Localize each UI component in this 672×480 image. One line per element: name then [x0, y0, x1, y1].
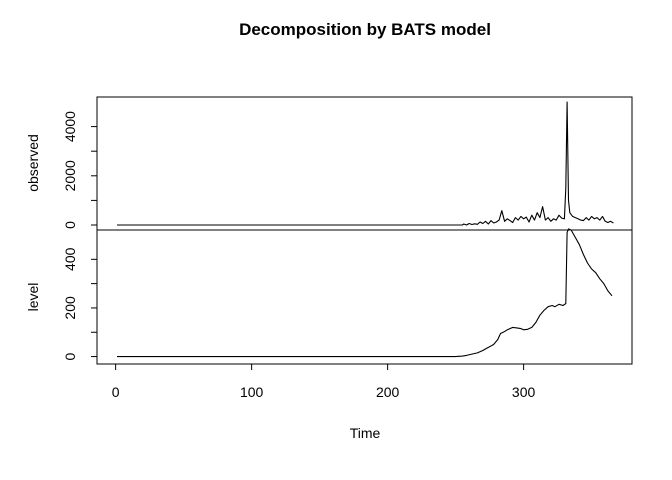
x-tick-label: 100	[240, 384, 264, 400]
x-tick-label: 300	[512, 384, 536, 400]
y-axis-label-observed: observed	[25, 134, 41, 192]
x-axis-label: Time	[350, 425, 381, 441]
x-tick-label: 0	[112, 384, 120, 400]
y-tick-label-observed: 4000	[62, 111, 78, 142]
y-tick-label-level: 200	[62, 296, 78, 320]
y-tick-label-level: 0	[62, 352, 78, 360]
chart-title: Decomposition by BATS model	[239, 20, 491, 39]
x-axis: 0 100 200 300	[112, 363, 536, 400]
panel-level-frame	[96, 229, 633, 365]
panel-level: 0 200 400 level	[25, 228, 633, 365]
y-tick-label-observed: 0	[62, 221, 78, 229]
y-axis-label-level: level	[25, 283, 41, 312]
y-axis-observed: 0 2000 4000	[62, 111, 97, 229]
panel-observed-frame	[96, 96, 633, 231]
y-tick-label-level: 400	[62, 247, 78, 271]
y-axis-level: 0 200 400	[62, 247, 97, 360]
series-line-level	[117, 228, 613, 358]
y-tick-label-observed: 2000	[62, 160, 78, 191]
x-tick-label: 200	[376, 384, 400, 400]
panel-observed: 0 2000 4000 observed	[25, 96, 633, 231]
series-line-observed	[117, 101, 614, 226]
